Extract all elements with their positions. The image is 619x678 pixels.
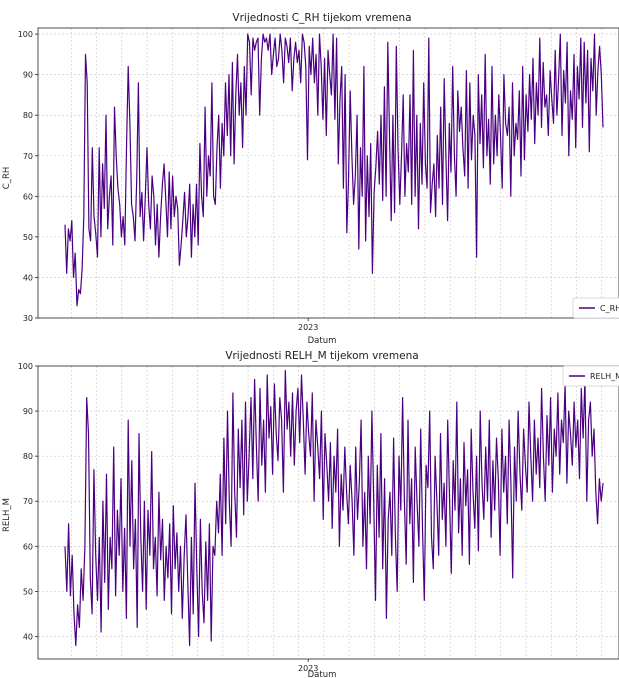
y-tick-label: 100 bbox=[18, 30, 33, 39]
x-axis-label: Datum bbox=[308, 670, 337, 678]
plot-frame bbox=[37, 365, 619, 660]
y-tick-label: 80 bbox=[23, 452, 33, 461]
y-tick-label: 100 bbox=[18, 362, 33, 371]
plot-frame bbox=[37, 27, 619, 319]
legend-box bbox=[572, 297, 619, 319]
grid bbox=[38, 28, 619, 319]
y-axis-label: RELH_M bbox=[2, 498, 12, 532]
y-tick-label: 90 bbox=[23, 71, 33, 80]
chart-title: Vrijednosti RELH_M tijekom vremena bbox=[225, 350, 418, 362]
chart-relh-m: Vrijednosti RELH_M tijekom vremena 40 50 6… bbox=[2, 350, 619, 678]
y-tick-label: 80 bbox=[23, 111, 33, 120]
y-tick-label: 40 bbox=[23, 632, 33, 641]
chart-c-rh: Vrijednosti C_RH tijekom vremena 30 40 50 6… bbox=[2, 12, 619, 346]
legend: RELH_M bbox=[562, 365, 619, 387]
y-tick-labels: 40 50 60 70 80 90 100 bbox=[18, 362, 38, 641]
legend-box bbox=[562, 365, 619, 387]
x-tick-labels: 2023 bbox=[298, 659, 318, 673]
y-tick-label: 60 bbox=[23, 192, 33, 201]
grid bbox=[38, 365, 619, 659]
legend-label: RELH_M bbox=[590, 372, 619, 381]
x-tick-label: 2023 bbox=[298, 323, 318, 332]
y-tick-labels: 30 40 50 60 70 80 90 100 bbox=[18, 30, 38, 323]
y-tick-label: 50 bbox=[23, 587, 33, 596]
legend: C_RH bbox=[572, 297, 619, 319]
y-tick-label: 50 bbox=[23, 233, 33, 242]
data-line-c-rh bbox=[64, 33, 604, 307]
y-tick-label: 70 bbox=[23, 152, 33, 161]
y-tick-label: 30 bbox=[23, 314, 33, 323]
y-tick-label: 40 bbox=[23, 273, 33, 282]
y-tick-label: 90 bbox=[23, 407, 33, 416]
x-tick-labels: 2023 bbox=[298, 318, 318, 332]
y-tick-label: 70 bbox=[23, 497, 33, 506]
chart-title: Vrijednosti C_RH tijekom vremena bbox=[232, 12, 411, 24]
x-tick-label: 2023 bbox=[298, 664, 318, 673]
data-line-relh-m bbox=[64, 369, 604, 647]
y-tick-label: 60 bbox=[23, 542, 33, 551]
legend-label: C_RH bbox=[600, 304, 619, 313]
y-axis-label: C_RH bbox=[2, 167, 12, 189]
x-axis-label: Datum bbox=[308, 336, 337, 346]
